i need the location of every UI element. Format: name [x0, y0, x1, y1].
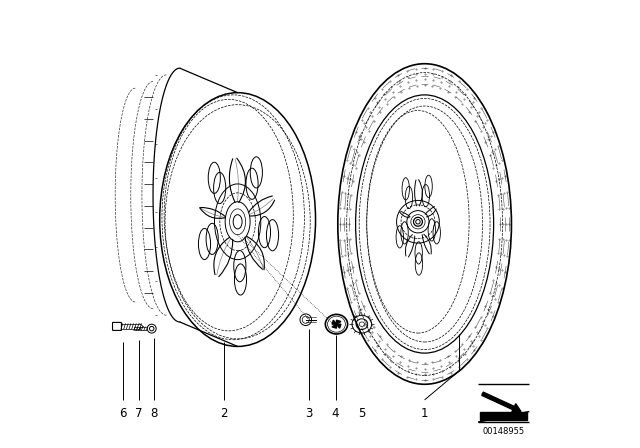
Text: 4: 4 [332, 407, 339, 420]
Text: 00148955: 00148955 [483, 427, 525, 436]
Polygon shape [337, 324, 341, 328]
Polygon shape [332, 324, 337, 328]
Text: 2: 2 [221, 407, 228, 420]
Text: 8: 8 [150, 407, 158, 420]
Text: 3: 3 [305, 407, 312, 420]
Text: 6: 6 [120, 407, 127, 420]
Polygon shape [480, 412, 527, 420]
Text: 7: 7 [135, 407, 143, 420]
Text: 5: 5 [358, 407, 366, 420]
FancyArrow shape [482, 392, 521, 413]
Polygon shape [337, 320, 341, 324]
Polygon shape [332, 320, 337, 324]
Text: 1: 1 [421, 407, 428, 420]
